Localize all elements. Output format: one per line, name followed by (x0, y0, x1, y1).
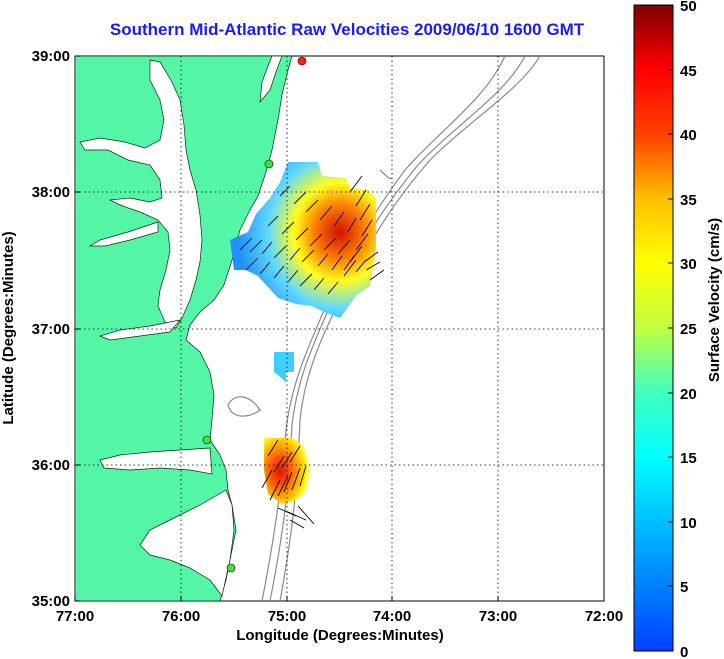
colorbar-tick-label: 20 (680, 386, 697, 403)
radar-site-marker (202, 435, 212, 445)
y-tick-label: 37:00 (32, 321, 70, 338)
velocity-field-north (230, 162, 376, 318)
colorbar-tick-label: 30 (680, 256, 697, 273)
colorbar-label: Surface Velocity (cm/s) (706, 218, 723, 382)
x-tick-label: 72:00 (585, 608, 623, 625)
radar-site-marker (226, 563, 236, 573)
colorbar-tick-label: 40 (680, 127, 697, 144)
x-tick-label: 75:00 (268, 608, 306, 625)
x-tick-label: 73:00 (479, 608, 517, 625)
chesapeake-bay (79, 59, 203, 329)
james-river (98, 319, 181, 341)
velocity-field-middle (274, 352, 294, 382)
colorbar-tick-label: 10 (680, 515, 697, 532)
delaware-bay (259, 56, 283, 104)
colorbar-ticks (668, 4, 673, 652)
colorbar-tick-label: 5 (680, 579, 688, 596)
y-tick-label: 36:00 (32, 457, 70, 474)
colorbar (633, 4, 674, 652)
x-tick-labels: 77:00 76:00 75:00 74:00 73:00 72:00 (56, 608, 623, 625)
radar-site-marker (264, 159, 274, 169)
colorbar-tick-label: 35 (680, 192, 697, 209)
colorbar-tick-label: 15 (680, 450, 697, 467)
y-tick-label: 39:00 (32, 48, 70, 65)
axis-ticks (74, 55, 605, 602)
potomac-river (88, 221, 159, 247)
colorbar-tick-label: 25 (680, 321, 697, 338)
grid-lines (75, 56, 604, 601)
x-tick-label: 77:00 (56, 608, 94, 625)
pamlico-sound (139, 489, 235, 597)
y-tick-label: 38:00 (32, 184, 70, 201)
y-tick-labels: 39:00 38:00 37:00 36:00 35:00 (32, 48, 70, 610)
radar-site-marker (297, 56, 307, 66)
colorbar-tick-label: 0 (680, 644, 688, 659)
colorbar-tick-label: 45 (680, 63, 697, 80)
colorbar-tick-label: 50 (680, 0, 697, 15)
map-title: Southern Mid-Atlantic Raw Velocities 200… (109, 20, 585, 39)
x-tick-label: 74:00 (373, 608, 411, 625)
y-tick-label: 35:00 (32, 593, 70, 610)
y-axis-label: Latitude (Degrees:Minutes) (0, 231, 17, 424)
colorbar-tick-labels: 0 5 10 15 20 25 30 35 40 45 50 (680, 0, 697, 659)
albemarle-sound (99, 447, 213, 475)
x-tick-label: 76:00 (162, 608, 200, 625)
x-axis-label: Longitude (Degrees:Minutes) (236, 627, 444, 644)
